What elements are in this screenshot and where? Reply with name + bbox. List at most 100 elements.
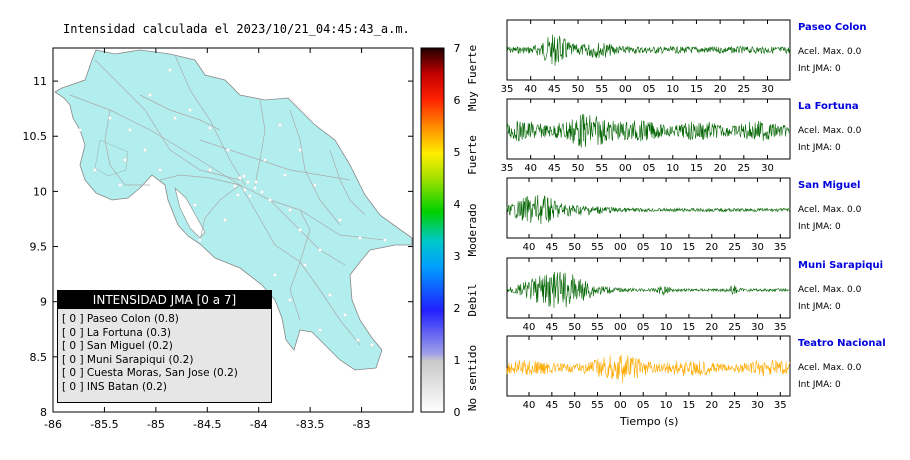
time-tick-label: 10 (660, 322, 673, 333)
road (104, 109, 150, 186)
station-name: Muni Sarapiqui (798, 260, 884, 271)
map-point (143, 148, 147, 152)
time-tick-label: 55 (591, 400, 604, 411)
station-max-accel: Acel. Max. 0.0 (798, 47, 862, 57)
x-tick-label: -83 (353, 418, 371, 431)
time-tick-label: 50 (568, 322, 581, 333)
map-point (370, 343, 374, 347)
time-tick-label: 25 (737, 163, 750, 174)
time-tick-label: 05 (637, 242, 650, 253)
colorbar-tick-label: 2 (454, 302, 461, 315)
time-tick-label: 20 (714, 84, 727, 95)
map-point (233, 184, 237, 188)
colorbar-tick-label: 0 (454, 406, 461, 419)
time-tick-label: 15 (683, 242, 696, 253)
map-point (338, 218, 342, 222)
panel-frame (506, 335, 791, 397)
time-tick-label: 40 (524, 163, 537, 174)
y-tick-label: 11 (33, 75, 47, 88)
map-point (223, 218, 227, 222)
station-jma-intensity: Int JMA: 0 (798, 64, 841, 74)
time-tick-label: 00 (614, 242, 627, 253)
y-tick-label: 8.5 (30, 351, 48, 364)
x-tick-label: -85 (147, 418, 165, 431)
colorbar-tick-label: 6 (454, 94, 461, 107)
road (199, 184, 241, 241)
time-tick-label: 10 (666, 84, 679, 95)
time-tick-label: 05 (643, 163, 656, 174)
map-point (303, 263, 307, 267)
time-tick-label: 30 (751, 242, 764, 253)
road (94, 59, 241, 181)
y-tick-label: 9 (40, 296, 47, 309)
y-tick-label: 9.5 (30, 241, 48, 254)
time-tick-label: 50 (568, 242, 581, 253)
time-tick-label: 35 (774, 242, 787, 253)
map-point (263, 158, 267, 162)
time-tick-label: 15 (683, 322, 696, 333)
time-tick-label: 15 (690, 163, 703, 174)
colorbar-category-label: No sentido (466, 345, 479, 411)
time-tick-label: 30 (751, 400, 764, 411)
colorbar-tick-label: 5 (454, 146, 461, 159)
time-tick-label: 25 (728, 322, 741, 333)
intensity-legend: INTENSIDAD JMA [0 a 7] [ 0 ] Paseo Colon… (57, 290, 272, 403)
time-tick-label: 40 (524, 84, 537, 95)
time-tick-label: 25 (728, 242, 741, 253)
x-tick-label: -85.5 (90, 418, 118, 431)
time-tick-label: 50 (572, 84, 585, 95)
station-name: San Miguel (798, 180, 861, 191)
colorbar-category-label: Fuerte (466, 135, 479, 175)
map-point (148, 93, 152, 97)
legend-item: [ 0 ] Paseo Colon (0.8) (62, 313, 179, 325)
time-tick-label: 40 (523, 242, 536, 253)
map-point (288, 208, 292, 212)
time-tick-label: 55 (591, 322, 604, 333)
x-tick-label: -86 (44, 418, 62, 431)
waveform-trace (506, 194, 791, 225)
colorbar-category-label: Moderado (466, 204, 479, 257)
costa-rica-landmass (54, 49, 413, 371)
y-tick-label: 10.5 (23, 130, 48, 143)
time-axis-label: Tiempo (s) (620, 415, 679, 428)
colorbar-tick-label: 1 (454, 354, 461, 367)
map-point (238, 176, 242, 180)
map-point (226, 148, 230, 152)
legend-item: [ 0 ] Cuesta Moras, San Jose (0.2) (62, 367, 238, 380)
road (329, 149, 366, 216)
colorbar-tick-label: 7 (454, 42, 461, 55)
map-point (358, 236, 362, 240)
map-axes: -86 -85.5 -85 -84.5 -84 -83.5 -83 8 8.5 9 9.5 10 10.… (23, 48, 413, 431)
time-tick-label: 15 (690, 84, 703, 95)
road (289, 209, 311, 321)
map-point (118, 183, 122, 187)
x-tick-label: -84 (250, 418, 268, 431)
time-tick-label: 20 (705, 322, 718, 333)
country-shape (54, 49, 413, 371)
time-tick-label: 25 (737, 84, 750, 95)
map-point (198, 238, 202, 242)
y-tick-label: 10 (33, 185, 47, 198)
station-max-accel: Acel. Max. 0.0 (798, 363, 862, 373)
colorbar-tick-label: 3 (454, 250, 461, 263)
station-jma-intensity: Int JMA: 0 (798, 222, 841, 232)
road (254, 99, 266, 186)
time-tick-label: 05 (643, 84, 656, 95)
time-tick-label: 00 (619, 163, 632, 174)
time-tick-label: 30 (761, 163, 774, 174)
time-tick-label: 25 (728, 400, 741, 411)
time-tick-label: 55 (595, 163, 608, 174)
station-name: Paseo Colon (798, 22, 867, 33)
x-tick-label: -84.5 (193, 418, 221, 431)
time-tick-label: 35 (774, 400, 787, 411)
time-tick-label: 50 (568, 400, 581, 411)
map-point (298, 148, 302, 152)
map-point (268, 198, 272, 202)
map-point (93, 168, 97, 172)
colorbar-ticks: 0 1 2 3 4 5 6 7 (454, 42, 461, 419)
map-point (188, 108, 192, 112)
map-point (248, 194, 252, 198)
panel-frame (506, 177, 791, 239)
map-point (254, 180, 258, 184)
